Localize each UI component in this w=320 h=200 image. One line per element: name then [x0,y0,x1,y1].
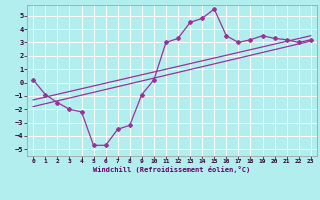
X-axis label: Windchill (Refroidissement éolien,°C): Windchill (Refroidissement éolien,°C) [93,166,251,173]
